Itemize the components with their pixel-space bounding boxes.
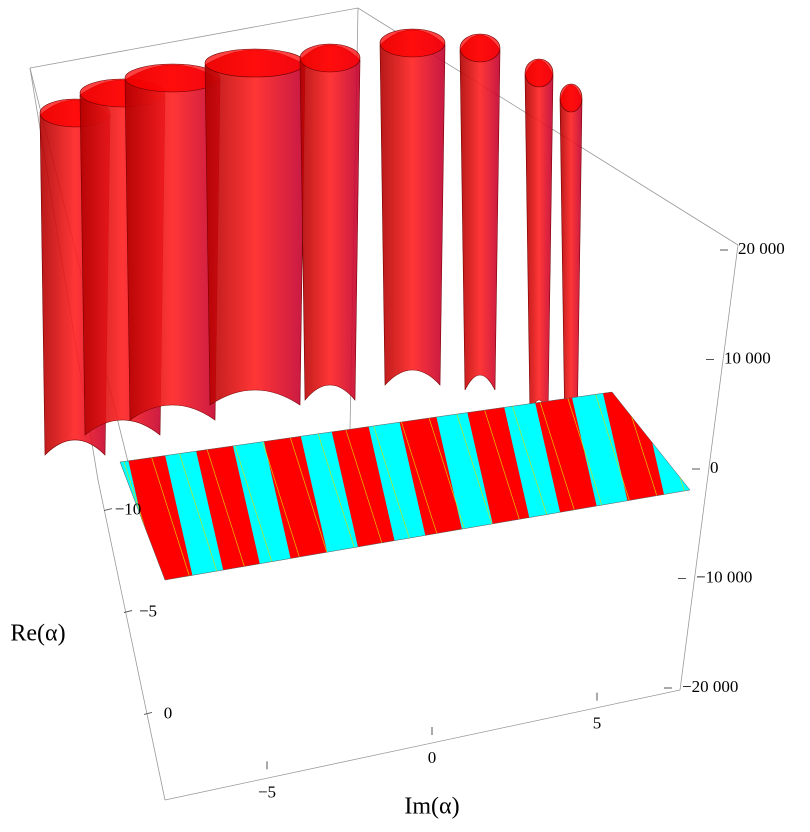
surface-wall-top — [459, 33, 501, 63]
tick-label: 0 — [164, 703, 173, 722]
tick-mark — [143, 711, 153, 715]
tick-label: 20 000 — [738, 239, 785, 258]
surface-wall-top — [379, 28, 446, 58]
tick-mark — [103, 508, 113, 512]
box-edge — [97, 479, 166, 801]
tick-label: −10 — [115, 499, 142, 518]
surface-wall-top — [559, 83, 583, 113]
box-edge — [679, 244, 739, 691]
surface-wall — [204, 49, 306, 406]
surface-wall-top — [204, 48, 306, 78]
surface-wall — [299, 44, 361, 401]
surface-wall — [379, 29, 446, 386]
surface — [39, 28, 691, 581]
tick-label: −10 000 — [696, 567, 752, 586]
box-edge — [164, 689, 681, 801]
tick-label: 5 — [593, 714, 602, 733]
surface-wall — [524, 59, 554, 416]
surface-wall — [559, 84, 583, 441]
tick-label: 10 000 — [724, 348, 771, 367]
y-axis-label: Re(α) — [10, 621, 65, 647]
surface-wall-top — [524, 58, 554, 88]
tick-label: −20 000 — [682, 677, 738, 696]
tick-label: 0 — [428, 748, 437, 767]
tick-label: −5 — [139, 601, 157, 620]
surface-wall — [459, 34, 501, 391]
plane-edge — [119, 391, 691, 581]
tick-label: 0 — [710, 458, 719, 477]
tick-mark — [123, 610, 133, 613]
tick-label: −5 — [258, 782, 276, 801]
surface-wall-top — [299, 43, 361, 73]
x-axis-label: Im(α) — [404, 794, 459, 820]
